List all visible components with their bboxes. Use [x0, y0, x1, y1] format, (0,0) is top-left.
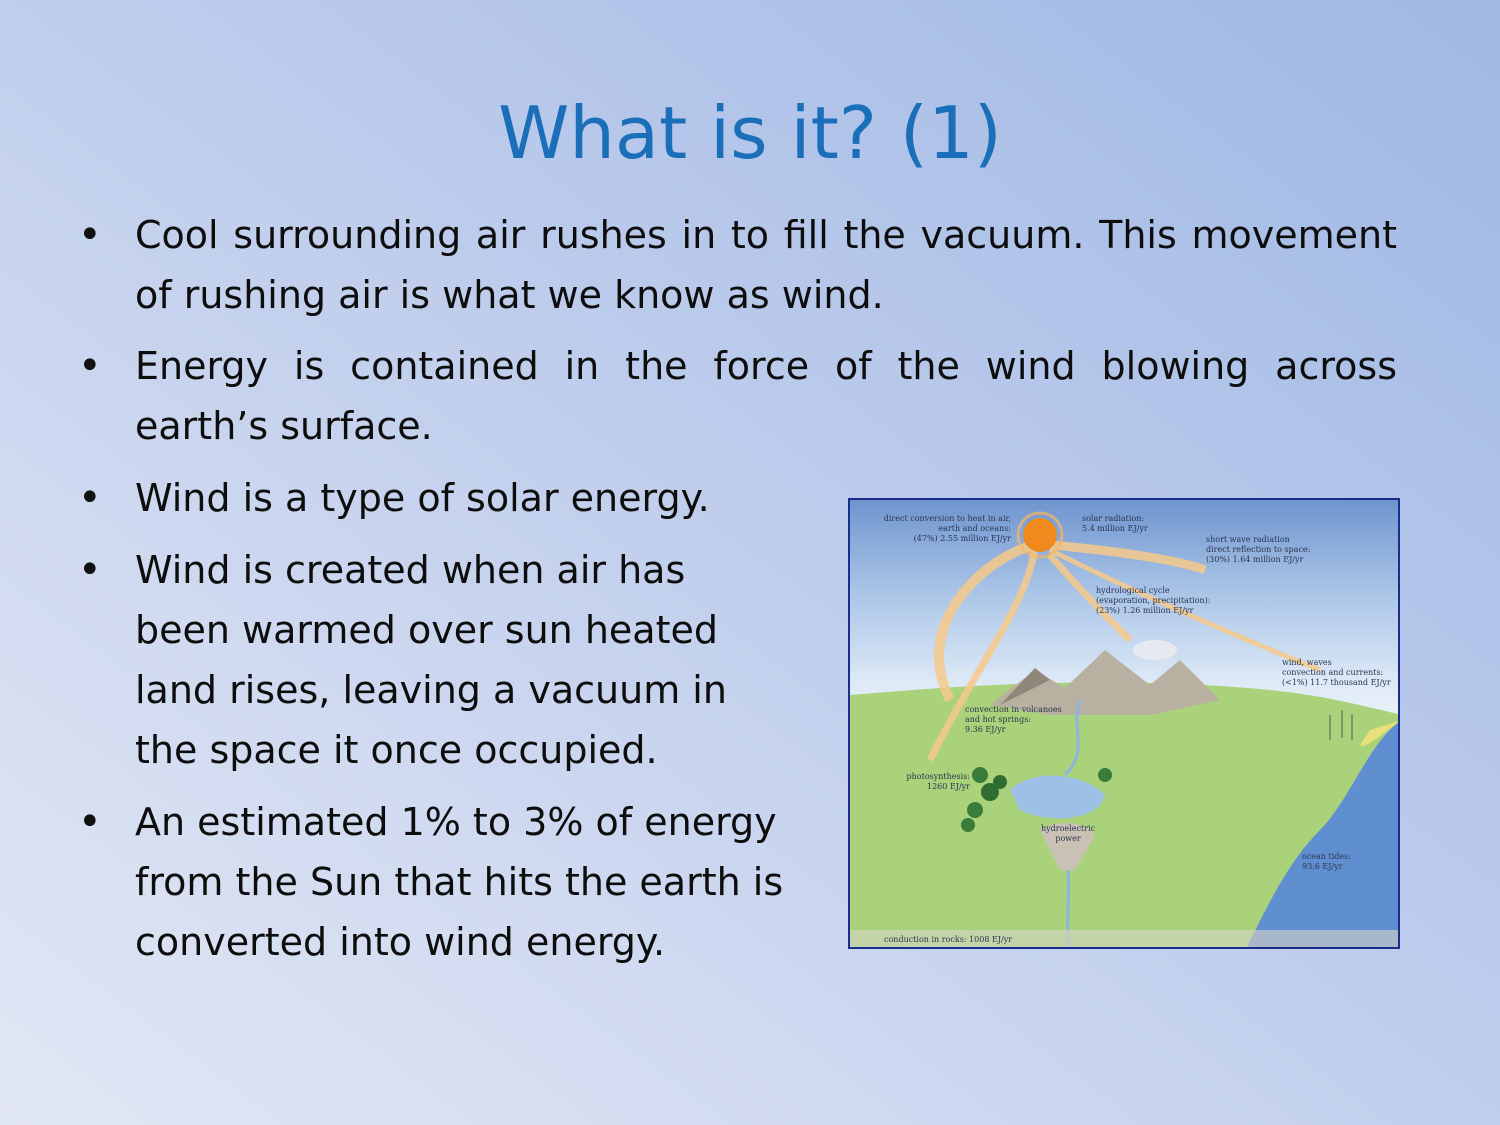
- dam-shape: [1040, 823, 1095, 870]
- label-conduction: conduction in rocks: 1008 EJ/yr: [884, 935, 1013, 944]
- bullet-glyph: •: [78, 343, 102, 389]
- slide-title: What is it? (1): [498, 91, 1002, 175]
- rock-strip: [850, 930, 1398, 947]
- tree-mark: [961, 818, 975, 832]
- ray-arrow: [1047, 552, 1133, 643]
- reservoir-shape: [1010, 775, 1105, 819]
- label-convection-volcanoes: convection in volcanoes and hot springs:…: [965, 705, 1062, 734]
- tree-mark: [967, 802, 983, 818]
- sun-mark: [1023, 518, 1057, 552]
- label-ocean-tides: ocean tides: 93.6 EJ/yr: [1302, 852, 1351, 871]
- ray-arrow: [1049, 540, 1207, 575]
- ray-arrow: [926, 544, 1039, 762]
- label-short-wave: short wave radiation direct reflection t…: [1206, 535, 1311, 564]
- label-direct-conversion: direct conversion to heat in air, earth …: [883, 514, 1011, 543]
- ray-arrow: [1048, 547, 1321, 673]
- tree-mark: [1098, 768, 1112, 782]
- bullet-text: Energy is contained in the force of the …: [135, 344, 1397, 448]
- diagram-artwork: [850, 511, 1398, 947]
- bullet-glyph: •: [78, 475, 102, 521]
- bullet-text: Wind is a type of solar energy.: [135, 476, 710, 520]
- sun-glow: [1016, 511, 1064, 559]
- tree-mark: [993, 775, 1007, 789]
- bullet-text: Cool surrounding air rushes in to fill t…: [135, 213, 1397, 317]
- label-hydrological: hydrological cycle (evaporation, precipi…: [1096, 586, 1211, 615]
- bullet-glyph: •: [78, 212, 102, 258]
- bullet-glyph: •: [78, 547, 102, 593]
- label-wind-waves: wind, waves convection and currents: (<1…: [1282, 658, 1391, 687]
- label-photosynthesis: photosynthesis: 1260 EJ/yr: [906, 772, 970, 791]
- ray-arrow: [934, 540, 1037, 703]
- bullet-text: An estimated 1% to 3% of energy from the…: [135, 800, 784, 964]
- land-shape: [850, 682, 1398, 947]
- bullet-text: Wind is created when air has been warmed…: [135, 548, 727, 772]
- energy-flow-diagram: direct conversion to heat in air, earth …: [848, 498, 1400, 949]
- tree-mark: [972, 767, 988, 783]
- cloud-mark: [1133, 640, 1177, 660]
- tree-mark: [981, 783, 999, 801]
- bullet-glyph: •: [78, 799, 102, 845]
- label-hydroelectric: hydroelectric power: [1040, 824, 1096, 843]
- label-solar-radiation: solar radiation: 5.4 million EJ/yr: [1082, 514, 1148, 533]
- ocean-shape: [1246, 722, 1398, 947]
- mountains-shape: [990, 650, 1220, 715]
- shore-shape: [1360, 721, 1398, 746]
- volcano-shape: [1000, 668, 1050, 705]
